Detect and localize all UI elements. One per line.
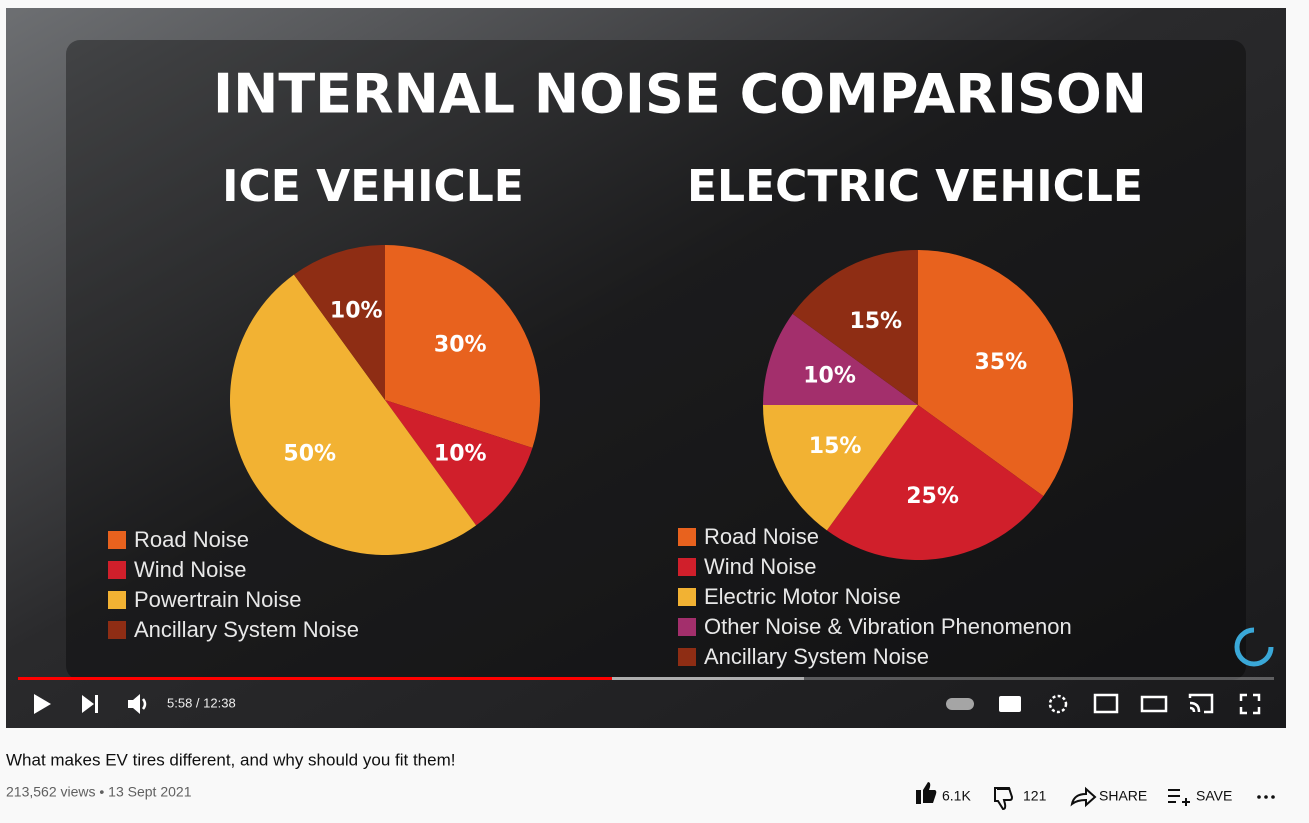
slice-label: 35% xyxy=(975,350,1028,375)
legend-swatch xyxy=(108,561,126,579)
more-button[interactable] xyxy=(1257,795,1275,799)
chart-title: ICE VEHICLE xyxy=(222,161,524,212)
slice-label: 10% xyxy=(434,442,487,467)
slice-label: 50% xyxy=(283,442,336,467)
legend-label: Electric Motor Noise xyxy=(704,584,901,609)
save-button[interactable]: SAVE xyxy=(1196,788,1232,804)
pie-slice xyxy=(385,245,540,448)
video-title: What makes EV tires different, and why s… xyxy=(6,750,455,769)
pie-slice xyxy=(792,250,918,405)
play-button[interactable] xyxy=(34,694,51,714)
cast-button[interactable] xyxy=(1188,693,1214,714)
miniplayer-button[interactable] xyxy=(1093,693,1119,714)
share-button[interactable]: SHARE xyxy=(1099,788,1147,804)
overlay-title: INTERNAL NOISE COMPARISON xyxy=(213,63,1147,126)
legend-label: Ancillary System Noise xyxy=(134,617,359,642)
legend-label: Wind Noise xyxy=(704,554,816,579)
video-meta: 213,562 views • 13 Sept 2021 xyxy=(6,784,192,800)
autoplay-toggle[interactable] xyxy=(946,698,974,710)
pie-slice xyxy=(230,274,477,556)
legend-swatch xyxy=(678,588,696,606)
settings-button[interactable] xyxy=(1048,694,1068,714)
legend-swatch xyxy=(678,648,696,666)
theater-button[interactable] xyxy=(1140,695,1168,713)
share-icon[interactable] xyxy=(1070,786,1097,808)
legend-label: Wind Noise xyxy=(134,557,246,582)
like-button[interactable] xyxy=(916,782,937,804)
slice-label: 10% xyxy=(803,363,856,388)
legend-label: Powertrain Noise xyxy=(134,587,302,612)
legend-swatch xyxy=(678,558,696,576)
pie-slice xyxy=(763,313,918,405)
legend-label: Ancillary System Noise xyxy=(704,644,929,669)
legend-swatch xyxy=(678,528,696,546)
dislike-button[interactable] xyxy=(994,787,1014,811)
legend-label: Road Noise xyxy=(134,527,249,552)
legend-swatch xyxy=(678,618,696,636)
legend-swatch xyxy=(108,591,126,609)
loading-spinner xyxy=(1234,627,1274,667)
slice-label: 25% xyxy=(906,484,959,509)
slice-label: 15% xyxy=(809,434,862,459)
video-frame[interactable] xyxy=(6,8,1286,728)
like-count[interactable]: 6.1K xyxy=(942,788,971,804)
legend-swatch xyxy=(108,621,126,639)
pie-slice xyxy=(385,400,533,526)
dislike-count[interactable]: 121 xyxy=(1023,788,1047,804)
slice-label: 30% xyxy=(434,332,487,357)
legend-swatch xyxy=(108,531,126,549)
legend-label: Other Noise & Vibration Phenomenon xyxy=(704,614,1072,639)
chart-title: ELECTRIC VEHICLE xyxy=(687,161,1143,212)
subtitles-button[interactable] xyxy=(999,696,1021,712)
slice-label: 10% xyxy=(330,299,383,324)
volume-button[interactable] xyxy=(128,694,140,714)
pie-slice xyxy=(293,245,385,400)
time-display: 5:58 / 12:38 xyxy=(167,695,236,710)
fullscreen-button[interactable] xyxy=(1239,693,1261,715)
next-button[interactable] xyxy=(82,695,98,713)
volume-wave xyxy=(141,698,147,710)
pie-slice xyxy=(763,405,918,531)
slice-label: 15% xyxy=(849,309,902,334)
pie-slice xyxy=(826,405,1044,560)
save-icon[interactable] xyxy=(1168,789,1190,806)
played-bar xyxy=(18,677,612,680)
legend-label: Road Noise xyxy=(704,524,819,549)
pie-slice xyxy=(918,250,1073,497)
